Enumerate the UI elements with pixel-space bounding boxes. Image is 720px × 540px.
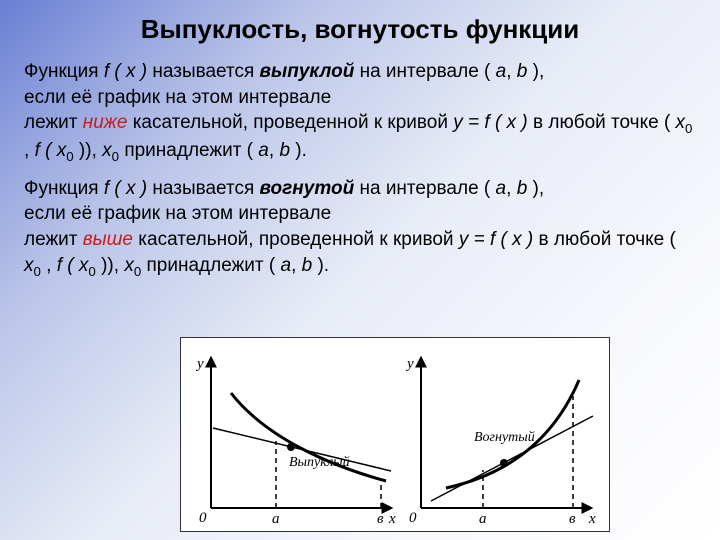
svg-text:0: 0: [199, 510, 207, 526]
keyword-below: ниже: [83, 112, 133, 133]
page-title: Выпуклость, вогнутость функции: [24, 14, 696, 45]
svg-text:y: y: [405, 356, 414, 372]
svg-text:y: y: [195, 356, 204, 372]
svg-text:в: в: [569, 511, 576, 527]
definition-convex: Функция f ( x ) называется выпуклой на и…: [24, 59, 696, 166]
definition-concave: Функция f ( x ) называется вогнутой на и…: [24, 176, 696, 281]
svg-text:x: x: [388, 511, 396, 527]
svg-text:0: 0: [409, 510, 417, 526]
svg-text:a: a: [479, 511, 487, 527]
svg-text:Выпуклый: Выпуклый: [289, 455, 350, 470]
svg-text:a: a: [272, 511, 280, 527]
convexity-plots: yx0aвВыпуклыйyx0aвВогнутый: [181, 338, 609, 531]
svg-text:x: x: [588, 511, 596, 527]
keyword-above: выше: [83, 229, 139, 250]
figure-container: yx0aвВыпуклыйyx0aвВогнутый: [180, 337, 610, 532]
svg-text:Вогнутый: Вогнутый: [474, 430, 535, 445]
svg-text:в: в: [377, 511, 384, 527]
